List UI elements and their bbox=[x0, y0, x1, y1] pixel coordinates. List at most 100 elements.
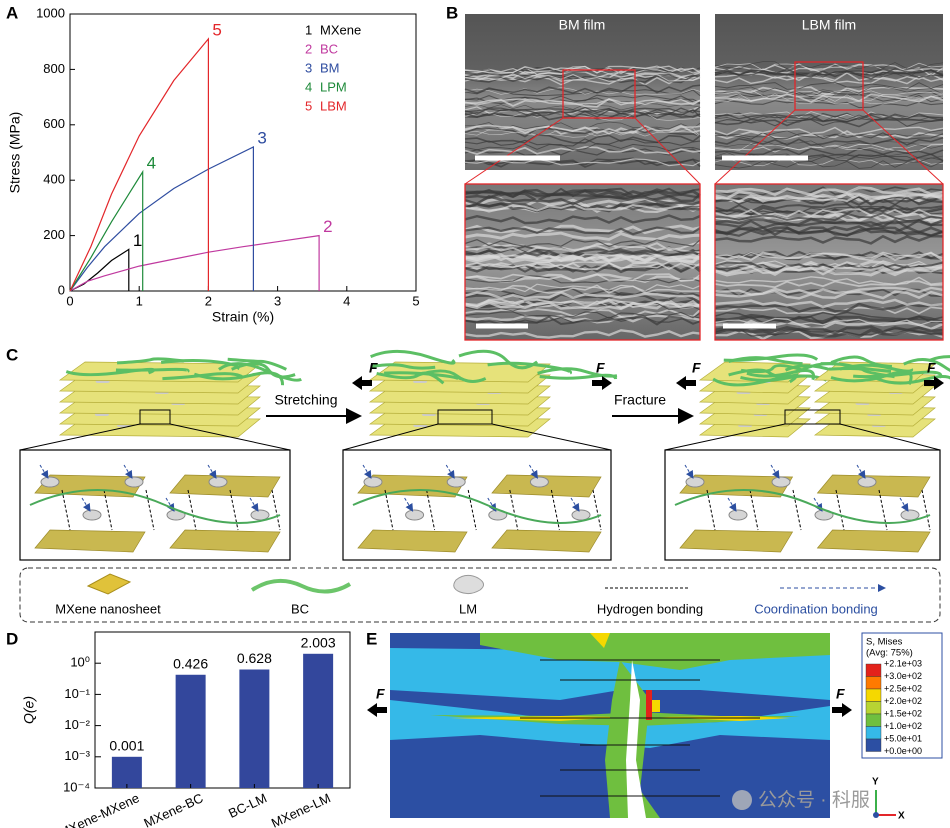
bc-fiber bbox=[227, 357, 287, 371]
texture bbox=[464, 308, 701, 318]
legend-swatch bbox=[865, 738, 882, 752]
lm-droplet bbox=[82, 509, 102, 521]
lm-droplet bbox=[900, 509, 920, 521]
legend-subtitle: (Avg: 75%) bbox=[866, 648, 913, 659]
legend-label: +2.1e+03 bbox=[884, 658, 922, 668]
texture bbox=[714, 114, 944, 123]
nanosheet bbox=[816, 529, 931, 553]
hydrogen-bond bbox=[271, 489, 281, 531]
texture bbox=[714, 298, 944, 309]
panel-label: E bbox=[366, 629, 377, 648]
x-tick-label: 5 bbox=[412, 293, 419, 308]
series-end-label: 5 bbox=[212, 20, 221, 39]
coordination bbox=[528, 464, 538, 479]
hydrogen-bond bbox=[426, 489, 436, 531]
series-end-label: 2 bbox=[323, 217, 332, 236]
lm-droplet bbox=[446, 476, 466, 488]
lm-droplet bbox=[250, 509, 270, 521]
x-tick-label: MXene-MXene bbox=[57, 790, 142, 828]
bc-fiber bbox=[537, 367, 618, 378]
legend-number: 5 bbox=[305, 98, 312, 113]
series-line bbox=[69, 37, 209, 292]
image-title: LBM film bbox=[802, 17, 856, 33]
texture bbox=[464, 244, 701, 255]
legend-label: MXene nanosheet bbox=[55, 601, 161, 616]
texture bbox=[714, 131, 944, 140]
zoom-line bbox=[664, 423, 786, 451]
texture bbox=[714, 96, 944, 105]
bc-fiber bbox=[370, 349, 456, 365]
hydrogen-bond bbox=[103, 489, 113, 531]
legend-label: BC bbox=[320, 41, 338, 56]
x-tick-label: 3 bbox=[274, 293, 281, 308]
texture bbox=[464, 231, 701, 241]
image-title: BM film bbox=[559, 17, 606, 33]
y-tick-label: 10⁰ bbox=[70, 655, 90, 670]
zoom-frame bbox=[714, 183, 944, 341]
zoom-line bbox=[714, 109, 796, 185]
x-axis-label: Strain (%) bbox=[212, 309, 274, 325]
texture bbox=[714, 319, 944, 331]
texture bbox=[464, 238, 701, 248]
texture bbox=[464, 158, 701, 167]
hydrogen-bond bbox=[384, 489, 394, 531]
zoom-box bbox=[437, 409, 493, 425]
coordination bbox=[207, 464, 217, 479]
coordination bbox=[39, 464, 49, 479]
value-label: 0.426 bbox=[173, 655, 208, 671]
texture bbox=[464, 142, 701, 152]
texture bbox=[714, 86, 944, 96]
coordination bbox=[123, 464, 133, 479]
bc-fiber bbox=[384, 371, 461, 382]
bc-fiber bbox=[830, 370, 913, 385]
nanosheet bbox=[491, 529, 602, 553]
hydrogen-bond bbox=[749, 489, 759, 531]
coordination bbox=[770, 464, 780, 479]
step-label: Fracture bbox=[614, 392, 666, 408]
texture bbox=[714, 317, 944, 326]
value-label: 0.001 bbox=[109, 738, 144, 754]
legend-label: +0.0e+00 bbox=[884, 746, 922, 756]
legend-label: MXene bbox=[320, 22, 361, 37]
bar bbox=[111, 756, 142, 788]
y-tick-label: 10⁻³ bbox=[64, 748, 90, 763]
y-tick-label: 400 bbox=[43, 172, 65, 187]
texture bbox=[464, 148, 701, 156]
bc-fiber bbox=[728, 356, 803, 366]
y-tick-label: 800 bbox=[43, 61, 65, 76]
force-label: F bbox=[369, 360, 378, 376]
hydrogen-bond bbox=[550, 489, 560, 531]
series-line bbox=[69, 169, 144, 292]
texture bbox=[464, 70, 701, 79]
texture bbox=[464, 95, 701, 105]
y-tick-label: 600 bbox=[43, 116, 65, 131]
coordination bbox=[684, 464, 694, 479]
legend-swatch bbox=[865, 713, 882, 727]
nanosheet bbox=[169, 529, 281, 553]
texture bbox=[464, 203, 700, 212]
texture bbox=[464, 291, 701, 301]
axis-label: Y bbox=[872, 777, 879, 788]
force-label: F bbox=[376, 686, 385, 702]
series-end-label: 1 bbox=[133, 231, 142, 250]
texture bbox=[464, 315, 701, 326]
texture bbox=[464, 298, 701, 308]
texture bbox=[464, 112, 701, 121]
lm-droplet bbox=[124, 476, 144, 488]
bar bbox=[239, 669, 270, 788]
zoom-line bbox=[464, 117, 564, 185]
legend-swatch bbox=[865, 688, 882, 702]
texture bbox=[714, 147, 944, 156]
texture bbox=[464, 156, 701, 166]
force-arrow bbox=[924, 376, 944, 390]
force-arrow bbox=[832, 703, 852, 717]
legend-icon bbox=[250, 578, 352, 594]
bc-fiber bbox=[830, 355, 893, 368]
nanosheet bbox=[816, 474, 931, 498]
hydrogen-bond bbox=[61, 489, 71, 531]
bc-fiber bbox=[376, 371, 445, 385]
series-line bbox=[69, 248, 130, 292]
y-tick-label: 1000 bbox=[36, 5, 65, 20]
texture bbox=[464, 65, 701, 75]
